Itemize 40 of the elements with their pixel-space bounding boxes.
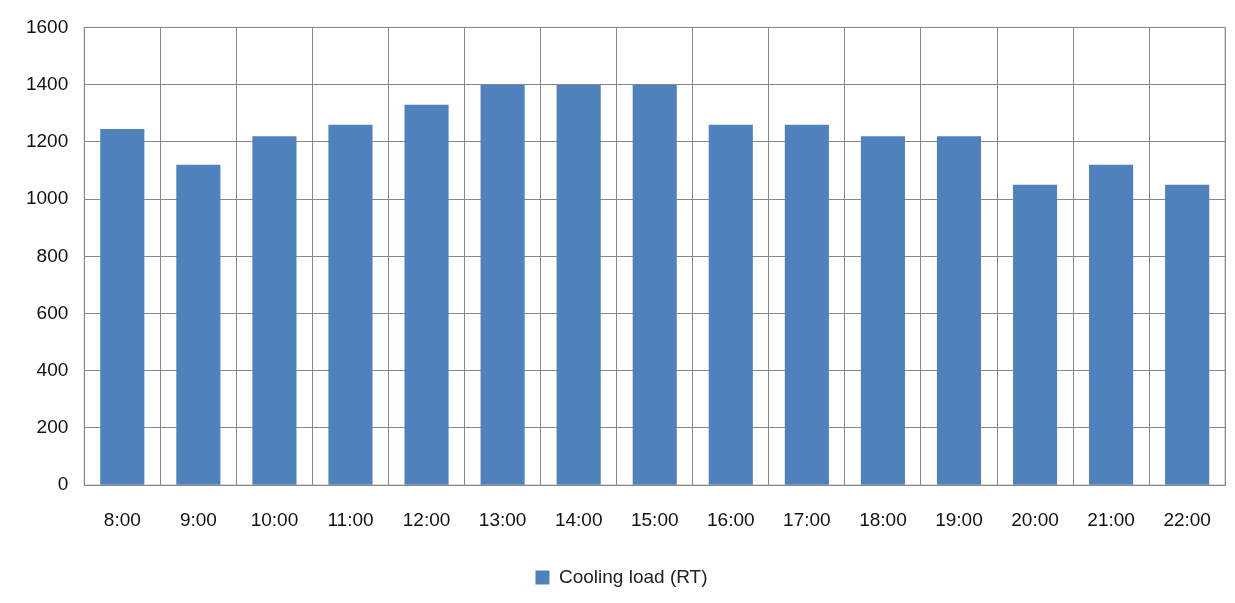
bar	[936, 136, 982, 485]
bar	[556, 84, 601, 485]
x-tick-label: 12:00	[402, 508, 451, 530]
x-tick-label: 11:00	[327, 508, 374, 530]
x-tick-label: 14:00	[554, 508, 603, 530]
y-tick-label: 200	[36, 416, 69, 438]
bar	[1165, 184, 1210, 485]
y-tick-label: 800	[36, 244, 69, 266]
x-tick-label: 10:00	[250, 508, 299, 530]
y-tick-label: 1200	[25, 130, 69, 152]
bar	[1012, 184, 1058, 485]
bar	[176, 164, 221, 485]
x-tick-label: 16:00	[707, 508, 755, 530]
x-tick-label: 19:00	[935, 508, 983, 530]
y-tick-label: 600	[36, 301, 69, 323]
legend-label: Cooling load (RT)	[558, 565, 708, 587]
bar	[328, 124, 373, 485]
bar	[708, 124, 753, 485]
y-tick-label: 1600	[25, 15, 69, 37]
bar	[404, 104, 449, 485]
y-tick-label: 0	[57, 473, 69, 495]
x-tick-label: 13:00	[478, 508, 527, 530]
bar	[480, 84, 525, 485]
bar	[784, 124, 829, 485]
x-tick-label: 15:00	[630, 508, 679, 530]
y-tick-label: 400	[36, 358, 69, 380]
bar	[100, 128, 145, 485]
x-tick-label: 20:00	[1011, 508, 1059, 530]
bar	[632, 84, 677, 485]
bar	[860, 136, 905, 485]
x-tick-label: 9:00	[179, 508, 217, 530]
bar	[252, 136, 297, 485]
x-tick-label: 18:00	[859, 508, 907, 530]
y-tick-label: 1000	[25, 187, 69, 209]
x-tick-label: 21:00	[1087, 508, 1135, 530]
x-tick-label: 8:00	[103, 508, 141, 530]
y-tick-label: 1400	[25, 72, 69, 94]
x-tick-label: 17:00	[783, 508, 831, 530]
x-tick-label: 22:00	[1163, 508, 1211, 530]
bar	[1089, 164, 1134, 485]
